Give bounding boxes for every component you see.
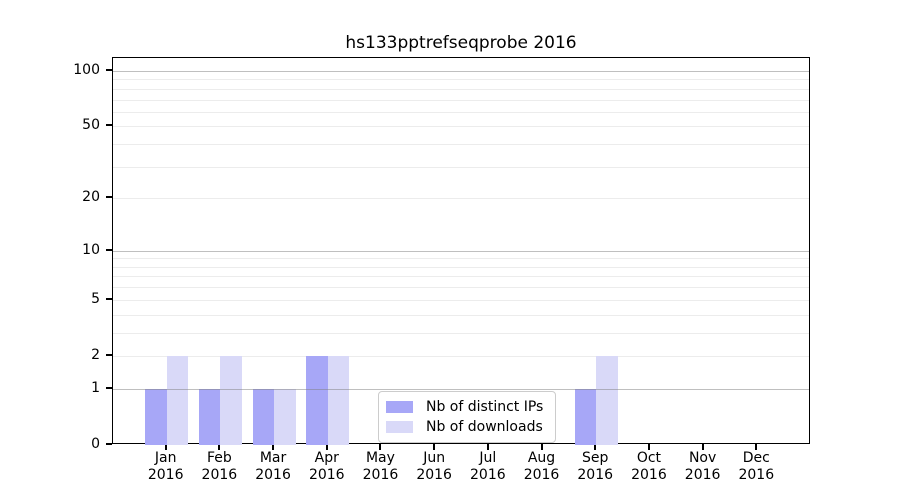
bar-downloads-apr [327,355,350,445]
y-axis-tick [106,124,112,127]
gridline-minor [113,111,809,113]
x-axis-tick [486,444,489,450]
y-axis-tick-label: 20 [82,189,100,206]
x-axis-tick [325,444,328,450]
x-axis-tick [647,444,650,450]
y-axis-tick [106,68,112,71]
y-axis-tick [106,386,112,389]
legend-item: Nb of distinct IPs [386,397,543,417]
bar-downloads-sep [596,355,618,445]
gridline-minor [113,88,809,90]
x-axis-tick [218,444,221,450]
bar-downloads-feb [220,355,242,445]
x-axis-tick-label: May 2016 [362,450,399,483]
bar-distinct-ips-jan [145,388,167,445]
legend-item: Nb of downloads [386,417,543,437]
x-axis-tick [433,444,436,450]
legend-label: Nb of distinct IPs [426,399,544,415]
gridline-minor [113,276,809,278]
bar-distinct-ips-mar [252,388,275,445]
gridline-minor [113,99,809,101]
gridline-decade [113,388,809,390]
gridline-minor [113,166,809,168]
x-axis-tick-label: Nov 2016 [684,450,721,483]
y-axis-tick-label: 50 [82,117,100,134]
chart-title: hs133pptrefseqprobe 2016 [345,33,577,53]
x-axis-tick-label: Jun 2016 [416,450,452,483]
y-axis-tick-label: 100 [73,61,100,78]
x-axis-tick-label: Apr 2016 [308,450,345,483]
x-axis-tick [755,444,758,450]
bar-distinct-ips-feb [198,388,221,445]
gridline-minor [113,198,809,200]
y-axis-tick [106,248,112,251]
x-axis-tick-label: Jan 2016 [147,450,184,483]
bar-distinct-ips-sep [574,388,597,445]
gridline-minor [113,299,809,301]
x-axis-tick-label: Oct 2016 [631,450,667,483]
plot-area [112,57,810,445]
gridline-minor [113,144,809,146]
bar-downloads-mar [274,388,296,445]
gridline-minor [113,126,809,128]
gridline-decade [113,70,809,72]
y-axis-tick-label: 2 [91,346,100,363]
y-axis-tick [106,443,112,445]
x-axis-tick-label: Dec 2016 [738,450,775,483]
gridline-decade [113,250,809,252]
x-axis-tick-label: Mar 2016 [255,450,291,483]
legend: Nb of distinct IPs Nb of downloads [378,391,557,443]
x-axis-tick [164,444,167,450]
gridline-minor [113,266,809,268]
x-axis-tick [540,444,543,450]
y-axis-tick [106,196,112,199]
bar-distinct-ips-apr [306,355,328,445]
x-axis-tick-label: Jul 2016 [470,450,506,483]
y-axis-tick-label: 10 [82,241,100,258]
x-axis-tick [379,444,382,450]
x-axis-tick-label: Aug 2016 [523,450,560,483]
x-axis-tick [594,444,597,450]
bar-downloads-jan [166,355,189,445]
x-axis-tick [701,444,704,450]
y-axis-tick-label: 1 [91,379,100,396]
gridline-minor [113,332,809,334]
x-axis-tick [272,444,275,450]
y-axis-tick [106,297,112,300]
gridline-minor [113,287,809,289]
gridline-minor [113,314,809,316]
gridline-minor [113,258,809,260]
legend-swatch-distinct-ips [386,401,413,413]
y-axis-tick-label: 0 [91,436,100,452]
legend-swatch-downloads [386,421,413,433]
legend-label: Nb of downloads [426,419,543,435]
x-axis-tick-label: Feb 2016 [201,450,238,483]
x-axis-tick-label: Sep 2016 [577,450,614,483]
y-axis-tick-label: 5 [91,290,100,307]
gridline-minor [113,355,809,357]
gridline-minor [113,79,809,81]
y-axis-tick [106,353,112,356]
